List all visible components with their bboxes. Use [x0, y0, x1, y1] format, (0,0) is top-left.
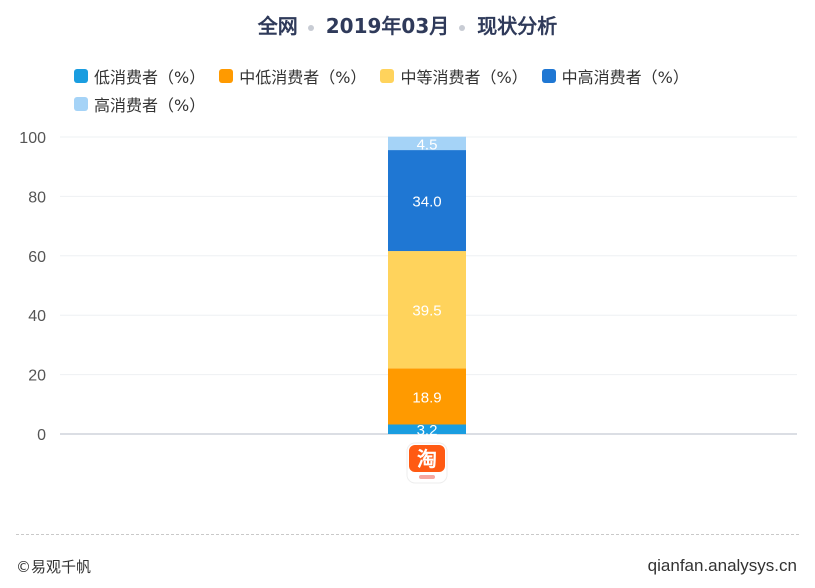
footer-site-url: qianfan.analysys.cn [647, 556, 797, 575]
footer-divider [16, 534, 799, 535]
legend-item[interactable]: 中等消费者（%） [380, 62, 528, 90]
chart-legend: 低消费者（%） 中低消费者（%） 中等消费者（%） 中高消费者（%） 高消费者（%） [74, 62, 774, 118]
chart-title: 全网 2019年03月 现状分析 [0, 10, 815, 39]
bar-segment [388, 136, 466, 151]
title-topic: 现状分析 [477, 14, 558, 38]
footer-copyright: ©易观千帆 [16, 558, 92, 576]
data-label: 4.5 [417, 136, 438, 153]
title-separator [307, 24, 314, 31]
legend-swatch [74, 69, 88, 83]
legend-swatch [74, 97, 88, 111]
title-separator [459, 24, 466, 31]
y-tick-label: 60 [28, 249, 46, 266]
legend-label: 中高消费者（%） [561, 68, 689, 87]
legend-item[interactable]: 中低消费者（%） [219, 62, 366, 90]
legend-label: 低消费者（%） [94, 68, 206, 87]
legend-swatch [380, 69, 395, 83]
legend-item[interactable]: 中高消费者（%） [541, 62, 689, 90]
bar-segment [388, 150, 466, 252]
bar-segment [388, 368, 466, 425]
legend-item[interactable]: 高消费者（%） [74, 90, 205, 118]
stacked-bar-chart: 0 20 40 60 80 100 3.2 18.9 39.5 34.0 4.5 淘 [19, 130, 797, 484]
bar-segment [388, 251, 466, 369]
app-icon-glyph: 淘 [417, 447, 437, 471]
y-tick-label: 20 [28, 368, 46, 385]
y-tick-label: 40 [28, 308, 46, 325]
y-tick-label: 100 [19, 130, 46, 147]
legend-label: 中低消费者（%） [239, 68, 367, 87]
title-scope: 全网 [257, 14, 298, 38]
data-label: 18.9 [412, 389, 441, 406]
legend-item[interactable]: 低消费者（%） [74, 62, 205, 90]
legend-label: 中等消费者（%） [400, 68, 528, 87]
app-icon-strip [419, 475, 435, 479]
data-label: 39.5 [412, 303, 441, 320]
legend-label: 高消费者（%） [94, 96, 206, 115]
bar-segment [388, 424, 466, 434]
data-label: 3.2 [417, 422, 438, 439]
legend-swatch [541, 69, 556, 83]
y-tick-label: 0 [37, 427, 46, 444]
taobao-app-icon: 淘 [406, 442, 448, 484]
title-date: 2019年03月 [325, 14, 450, 38]
legend-swatch [219, 69, 234, 83]
y-tick-label: 80 [28, 189, 46, 206]
app-icon-fill [409, 445, 445, 472]
data-label: 34.0 [412, 194, 441, 211]
